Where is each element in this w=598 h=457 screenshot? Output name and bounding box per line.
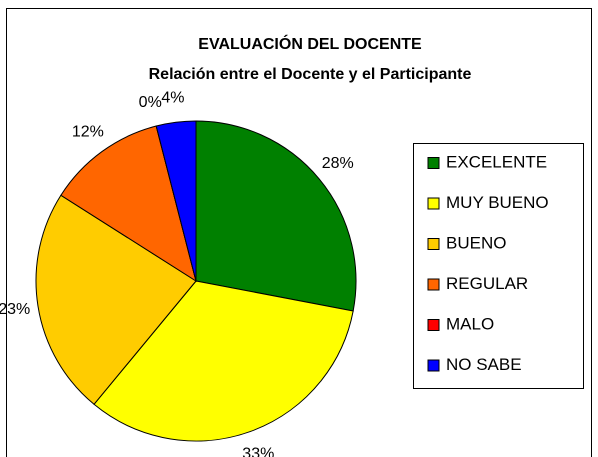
- legend-label: MUY BUENO: [446, 193, 549, 212]
- legend-label: NO SABE: [446, 355, 522, 374]
- data-label: 33%: [242, 445, 274, 457]
- chart-subtitle: Relación entre el Docente y el Participa…: [149, 66, 472, 83]
- legend-label: BUENO: [446, 233, 506, 252]
- legend-swatch: [427, 238, 440, 250]
- chart-title: EVALUACIÓN DEL DOCENTE: [198, 34, 422, 53]
- data-label: 28%: [322, 155, 354, 172]
- pie-slice: [35, 194, 197, 405]
- legend: [413, 143, 584, 389]
- legend-swatch: [427, 319, 440, 331]
- legend-swatch: [427, 359, 440, 372]
- legend-label: EXCELENTE: [446, 152, 547, 171]
- legend-label: MALO: [446, 314, 494, 333]
- pie-slice: [60, 125, 197, 283]
- data-label: 4%: [161, 90, 184, 107]
- pie-slice: [93, 280, 354, 442]
- data-label: 12%: [72, 123, 104, 140]
- legend-swatch: [427, 278, 440, 291]
- legend-label: REGULAR: [446, 274, 528, 293]
- legend-swatch: [427, 197, 440, 210]
- data-label: 23%: [0, 301, 30, 318]
- legend-swatch: [427, 157, 440, 169]
- data-label: 0%: [139, 94, 162, 111]
- pie-slice: [195, 120, 357, 312]
- pie-slice: [155, 120, 197, 282]
